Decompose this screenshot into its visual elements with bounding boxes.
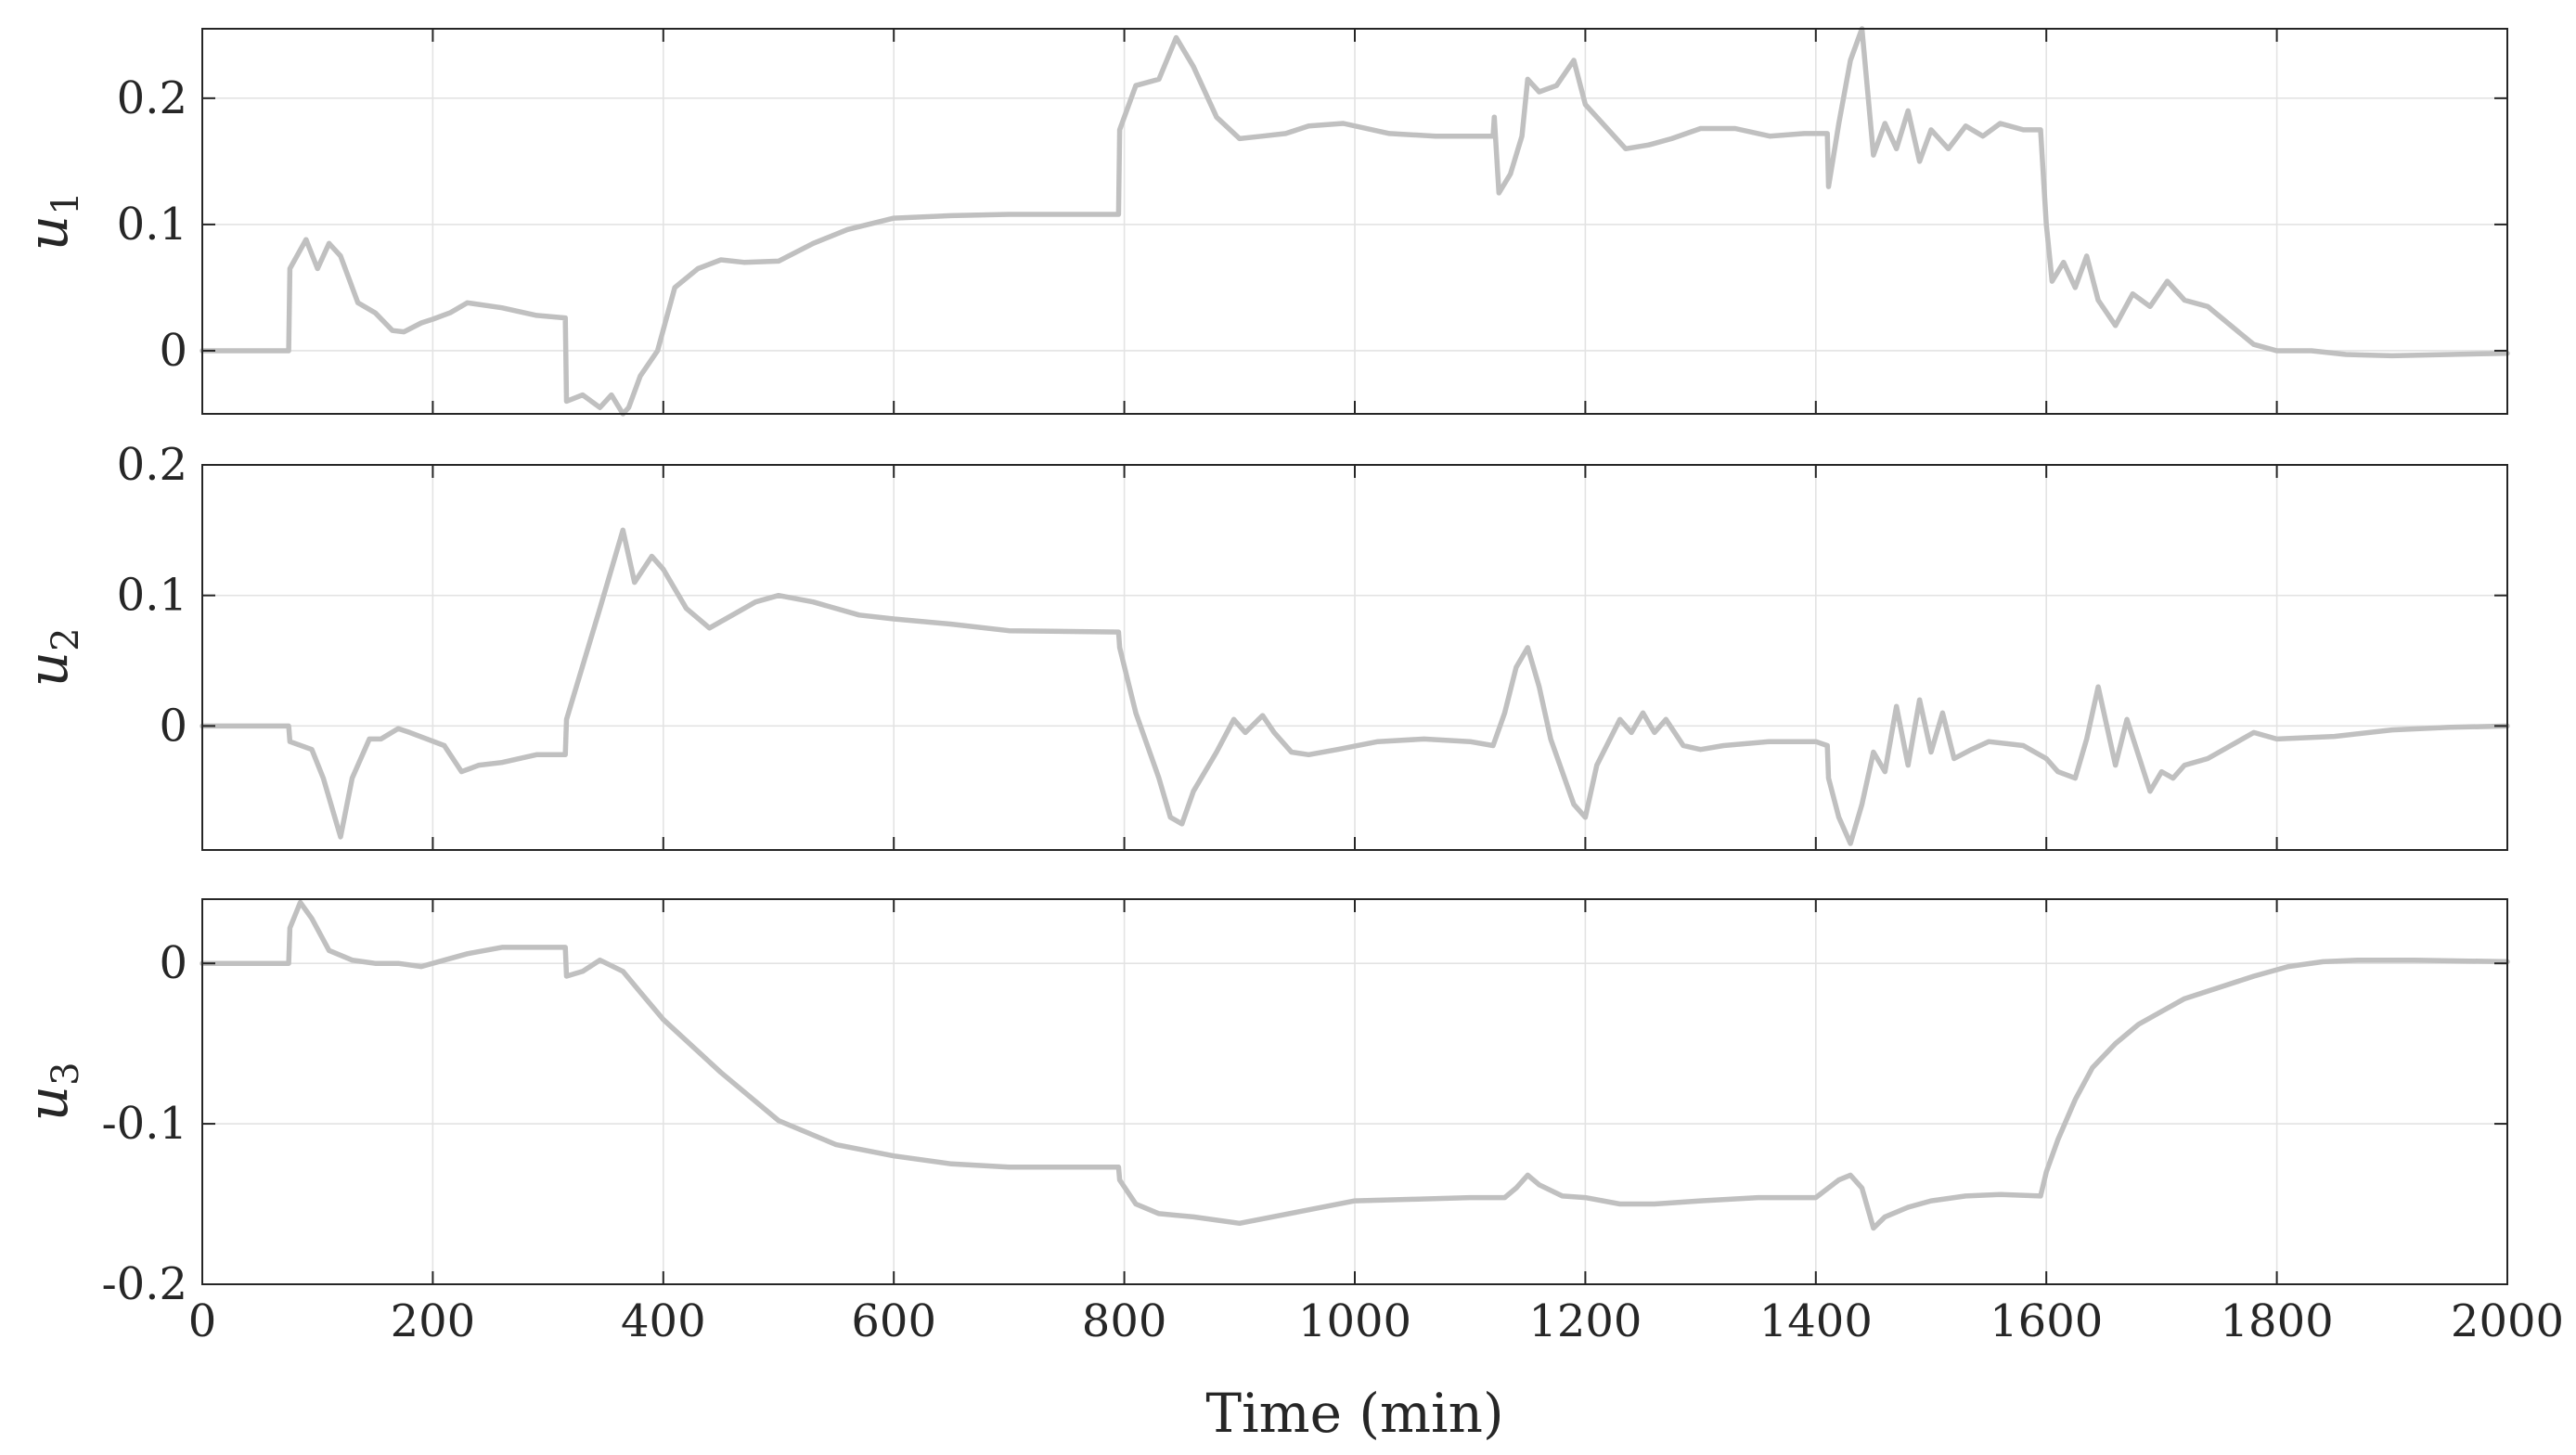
x-axis-label: Time (min) bbox=[1205, 1382, 1503, 1445]
x-tick-label: 200 bbox=[391, 1295, 476, 1347]
subplot-u2: 0 0.1 0.2 u2 bbox=[16, 439, 2510, 851]
y-tick-label: -0.1 bbox=[101, 1098, 187, 1150]
x-tick-label: 1400 bbox=[1759, 1295, 1873, 1347]
y-axis-label-subscript: 2 bbox=[45, 627, 87, 650]
y-tick-label: 0.2 bbox=[117, 439, 187, 491]
x-tick-label: 400 bbox=[621, 1295, 706, 1347]
y-axis-label-base: u bbox=[16, 1086, 81, 1122]
y-axis-label-subscript: 3 bbox=[45, 1062, 87, 1085]
y-tick-label: 0 bbox=[159, 700, 187, 752]
x-tick-label: 600 bbox=[851, 1295, 936, 1347]
x-tick-label: 2000 bbox=[2451, 1295, 2564, 1347]
x-tick-label: 1600 bbox=[1990, 1295, 2103, 1347]
y-axis-label-u2: u2 bbox=[16, 627, 87, 687]
subplot-u1: 0 0.1 0.2 u1 bbox=[16, 26, 2510, 417]
y-tick-label: 0.2 bbox=[117, 72, 187, 124]
x-tick-label: 1200 bbox=[1528, 1295, 1642, 1347]
y-axis-label-base: u bbox=[16, 651, 81, 688]
y-axis-label-base: u bbox=[16, 215, 81, 251]
x-tick-label: 1800 bbox=[2221, 1295, 2334, 1347]
series-line-u2 bbox=[200, 527, 2510, 846]
subplot-u3: -0.2 -0.1 0 u3 0 200 400 600 800 1000 1200 1400 1600… bbox=[16, 898, 2564, 1347]
y-axis-label-subscript: 1 bbox=[45, 191, 87, 214]
y-tick-label: -0.2 bbox=[101, 1258, 187, 1310]
series-line-u3 bbox=[200, 899, 2510, 1231]
series-line-u1 bbox=[200, 26, 2510, 417]
y-tick-label: 0.1 bbox=[117, 199, 187, 251]
x-tick-label: 0 bbox=[188, 1295, 217, 1347]
x-tick-label: 1000 bbox=[1298, 1295, 1411, 1347]
x-tick-label: 800 bbox=[1082, 1295, 1167, 1347]
y-tick-label: 0 bbox=[159, 937, 187, 989]
y-tick-label: 0 bbox=[159, 325, 187, 377]
y-axis-label-u1: u1 bbox=[16, 191, 87, 251]
y-axis-label-u3: u3 bbox=[16, 1062, 87, 1121]
y-tick-label: 0.1 bbox=[117, 570, 187, 622]
